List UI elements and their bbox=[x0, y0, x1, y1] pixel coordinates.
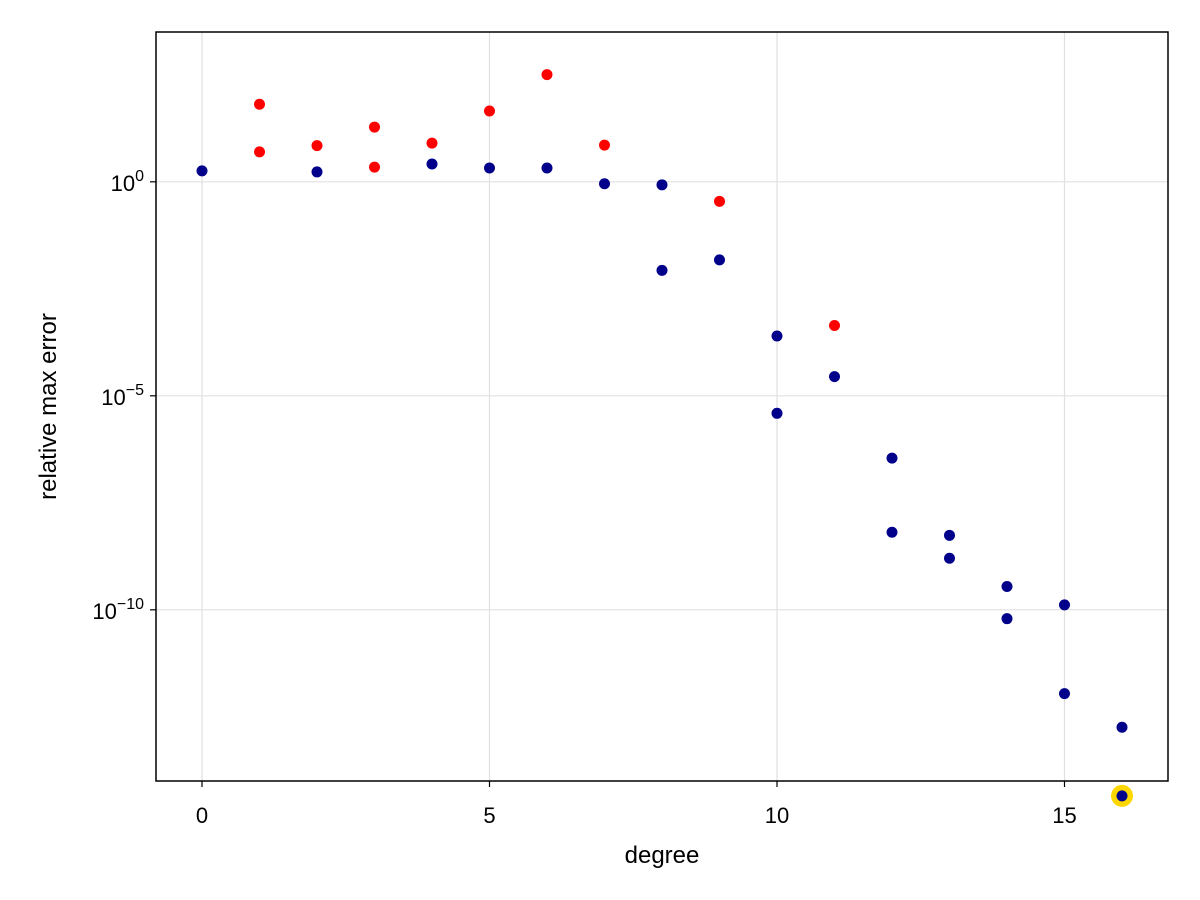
data-points bbox=[196, 69, 1133, 807]
x-tick-label: 10 bbox=[765, 803, 789, 828]
data-point-series-1 bbox=[541, 69, 553, 81]
x-axis-label: degree bbox=[625, 842, 700, 869]
data-point-series-1 bbox=[829, 319, 840, 331]
data-point-series-2 bbox=[714, 254, 725, 266]
data-point-series-2 bbox=[944, 529, 955, 541]
x-tick-label: 0 bbox=[196, 803, 208, 828]
data-point-series-2 bbox=[1116, 790, 1128, 802]
data-point-series-2 bbox=[886, 452, 898, 464]
x-tick-label: 15 bbox=[1052, 803, 1076, 828]
y-axis-ticks: 100 10−5 10−10 bbox=[92, 168, 156, 624]
data-point-series-2 bbox=[1059, 688, 1070, 700]
x-axis-ticks: 0 5 10 15 bbox=[196, 781, 1077, 828]
data-point-series-2 bbox=[599, 178, 610, 190]
data-point-series-1 bbox=[484, 105, 495, 117]
data-point-series-2 bbox=[311, 166, 323, 178]
data-point-series-2 bbox=[886, 526, 898, 538]
data-point-series-1 bbox=[599, 139, 610, 151]
data-point-series-2 bbox=[426, 158, 438, 170]
data-point-series-2 bbox=[484, 162, 495, 174]
x-tick-label: 5 bbox=[483, 803, 495, 828]
data-point-series-1 bbox=[254, 98, 265, 110]
data-point-series-1 bbox=[311, 140, 323, 152]
data-point-series-2 bbox=[541, 162, 553, 174]
y-tick-label: 100 bbox=[111, 168, 144, 196]
data-point-series-1 bbox=[369, 121, 380, 133]
data-point-series-1 bbox=[369, 161, 380, 173]
data-point-series-1 bbox=[426, 137, 438, 149]
data-point-series-2 bbox=[829, 371, 840, 383]
data-point-series-2 bbox=[656, 264, 668, 276]
data-point-series-2 bbox=[656, 179, 668, 191]
data-point-series-2 bbox=[771, 407, 783, 419]
y-tick-label: 10−10 bbox=[92, 596, 144, 624]
data-point-series-2 bbox=[771, 330, 783, 342]
data-point-series-2 bbox=[1059, 599, 1070, 611]
y-axis-label: relative max error bbox=[35, 313, 62, 500]
y-tick-label: 10−5 bbox=[101, 382, 144, 410]
plot-frame bbox=[155, 31, 1169, 782]
data-point-series-1 bbox=[714, 195, 725, 207]
data-point-series-2 bbox=[1001, 581, 1013, 593]
data-point-series-2 bbox=[1116, 721, 1128, 733]
data-point-series-1 bbox=[254, 146, 265, 158]
data-point-series-2 bbox=[196, 165, 208, 177]
data-point-series-2 bbox=[1001, 613, 1013, 625]
data-point-series-2 bbox=[944, 552, 955, 564]
